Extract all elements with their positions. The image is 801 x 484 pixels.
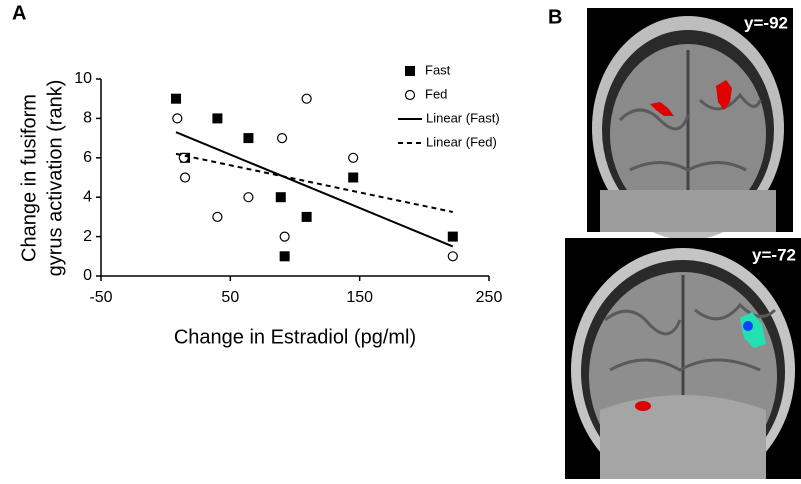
y-tick-label: 6 <box>83 149 92 166</box>
brain-image: y=-92 <box>587 8 793 240</box>
panel-label: A <box>12 2 26 24</box>
legend-label: Linear (Fed) <box>426 134 497 149</box>
slice-label: y=-92 <box>744 13 788 32</box>
point <box>181 173 190 182</box>
y-tick-label: 8 <box>83 110 92 127</box>
legend-label: Linear (Fast) <box>426 110 500 125</box>
trend-line <box>176 132 453 246</box>
page: A B Change in Estradiol (pg/ml) Change i… <box>0 0 801 484</box>
slice-label: y=-72 <box>752 245 796 264</box>
y-tick-label: 0 <box>83 267 92 284</box>
point <box>448 232 458 242</box>
point <box>212 113 222 123</box>
y-tick-label: 10 <box>74 70 92 87</box>
point <box>244 193 253 202</box>
point <box>280 232 289 241</box>
brain-image: y=-72 <box>565 238 801 479</box>
x-tick-label: -50 <box>89 289 112 306</box>
y-axis-label-line: gyrus activation (rank) <box>44 80 66 277</box>
y-axis-label: Change in fusiform gyrus activation (ran… <box>18 80 66 277</box>
point <box>171 94 181 104</box>
legend-label: Fast <box>425 62 451 77</box>
point <box>348 173 358 183</box>
y-axis-label-line: Change in fusiform <box>18 94 40 262</box>
legend-marker <box>405 66 415 76</box>
point <box>302 94 311 103</box>
legend-marker <box>406 91 415 100</box>
point <box>276 192 286 202</box>
trend-line <box>176 154 453 212</box>
point <box>278 134 287 143</box>
point <box>173 114 182 123</box>
point <box>280 251 290 261</box>
panel-label: B <box>548 6 562 28</box>
x-tick-label: 250 <box>476 289 503 306</box>
x-axis-label: Change in Estradiol (pg/ml) <box>174 326 416 348</box>
point <box>349 153 358 162</box>
y-tick-label: 4 <box>83 188 92 205</box>
point <box>213 212 222 221</box>
x-tick-label: 50 <box>221 289 239 306</box>
point <box>302 212 312 222</box>
figure: A B Change in Estradiol (pg/ml) Change i… <box>0 0 801 479</box>
y-tick-label: 2 <box>83 228 92 245</box>
x-tick-label: 150 <box>346 289 373 306</box>
point <box>448 252 457 261</box>
legend-label: Fed <box>425 86 447 101</box>
point <box>243 133 253 143</box>
